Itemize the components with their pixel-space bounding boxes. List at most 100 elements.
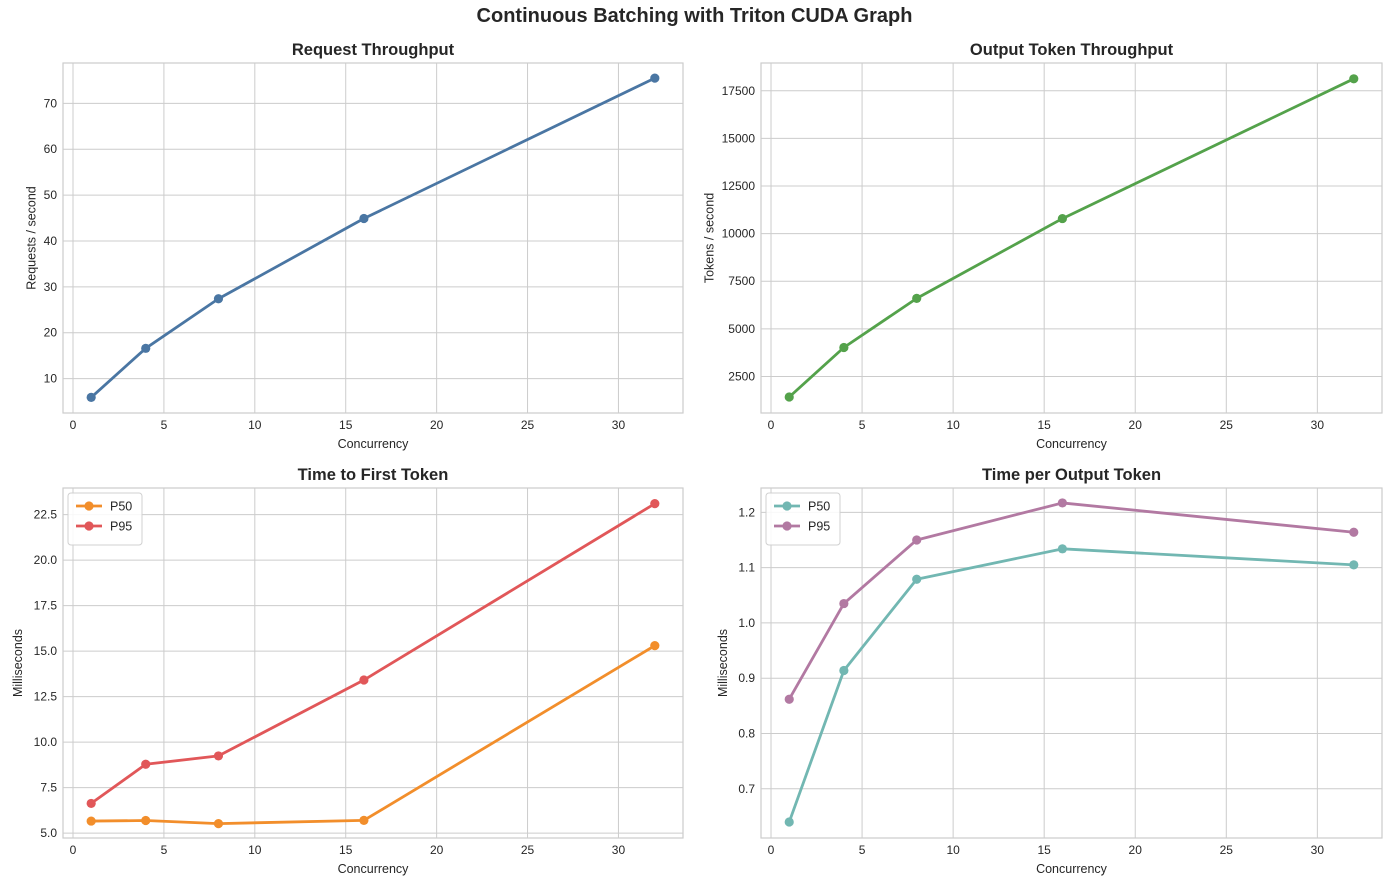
series-line-p50 bbox=[787, 547, 1356, 824]
plot-frame bbox=[760, 487, 1383, 839]
y-axis-label: Milliseconds bbox=[716, 629, 730, 697]
x-tick-label: 20 bbox=[1129, 843, 1143, 857]
y-tick-label: 17.5 bbox=[34, 599, 58, 613]
data-point bbox=[141, 343, 151, 353]
y-tick-label: 12500 bbox=[722, 179, 756, 193]
x-axis-label: Concurrency bbox=[338, 437, 410, 451]
y-tick-label: 20 bbox=[44, 326, 58, 340]
y-tick-label: 12.5 bbox=[34, 690, 58, 704]
x-axis-label: Concurrency bbox=[1036, 862, 1108, 876]
x-tick-label: 5 bbox=[859, 418, 866, 432]
y-tick-label: 17500 bbox=[722, 84, 756, 98]
data-point bbox=[650, 73, 660, 83]
y-tick-label: 20.0 bbox=[34, 553, 58, 567]
y-tick-label: 10000 bbox=[722, 227, 756, 241]
data-point-p50 bbox=[86, 816, 96, 826]
y-tick-label: 10 bbox=[44, 372, 58, 386]
data-point-p50 bbox=[650, 641, 660, 651]
data-point-p95 bbox=[213, 751, 224, 761]
data-point bbox=[359, 213, 369, 224]
data-point bbox=[1349, 74, 1359, 84]
y-tick-label: 0.9 bbox=[738, 671, 755, 685]
y-tick-label: 7500 bbox=[728, 274, 755, 288]
x-tick-label: 30 bbox=[612, 418, 626, 432]
data-point bbox=[213, 294, 224, 304]
y-tick-label: 50 bbox=[44, 188, 58, 202]
series-line bbox=[89, 76, 657, 399]
y-tick-label: 1.0 bbox=[738, 616, 755, 630]
y-tick-label: 40 bbox=[44, 234, 58, 248]
data-point-p95 bbox=[839, 598, 849, 609]
data-point-p50 bbox=[1057, 544, 1067, 554]
data-point-p50 bbox=[141, 815, 151, 826]
series-line bbox=[787, 77, 1356, 399]
y-tick-label: 30 bbox=[44, 280, 58, 294]
legend-marker bbox=[782, 521, 792, 531]
x-tick-label: 30 bbox=[612, 843, 626, 857]
x-tick-label: 15 bbox=[1038, 843, 1052, 857]
data-point-p95 bbox=[86, 798, 96, 809]
x-tick-label: 10 bbox=[946, 843, 960, 857]
data-point-p50 bbox=[359, 815, 369, 825]
legend-label: P95 bbox=[110, 520, 132, 534]
y-tick-label: 22.5 bbox=[34, 508, 58, 522]
data-point-p95 bbox=[1349, 527, 1359, 537]
data-point bbox=[86, 392, 96, 403]
plot-frame bbox=[760, 62, 1383, 414]
y-tick-label: 7.5 bbox=[40, 781, 57, 795]
legend-label: P95 bbox=[808, 520, 830, 534]
x-tick-label: 0 bbox=[70, 843, 77, 857]
data-point-p95 bbox=[912, 535, 922, 545]
series-line-p50 bbox=[89, 644, 657, 826]
panel-title: Time per Output Token bbox=[982, 466, 1161, 484]
y-tick-label: 5000 bbox=[728, 322, 755, 336]
data-point-p50 bbox=[213, 819, 224, 829]
x-tick-label: 5 bbox=[859, 843, 866, 857]
x-tick-label: 25 bbox=[521, 843, 535, 857]
x-axis-label: Concurrency bbox=[1036, 437, 1108, 451]
x-tick-label: 25 bbox=[521, 418, 535, 432]
y-tick-label: 0.7 bbox=[738, 782, 755, 796]
data-point-p95 bbox=[1057, 498, 1067, 508]
panel-title: Request Throughput bbox=[292, 41, 455, 59]
legend-marker bbox=[84, 521, 94, 531]
x-tick-label: 15 bbox=[1038, 418, 1052, 432]
data-point-p95 bbox=[650, 499, 660, 509]
x-tick-label: 15 bbox=[339, 418, 353, 432]
y-tick-label: 10.0 bbox=[34, 735, 58, 749]
panel-title: Time to First Token bbox=[298, 466, 449, 484]
x-tick-label: 20 bbox=[430, 843, 444, 857]
data-point-p95 bbox=[359, 675, 369, 685]
y-tick-label: 60 bbox=[44, 142, 58, 156]
x-tick-label: 25 bbox=[1220, 418, 1234, 432]
y-tick-label: 0.8 bbox=[738, 726, 755, 740]
legend-label: P50 bbox=[110, 500, 132, 514]
data-point-p50 bbox=[839, 665, 849, 676]
x-tick-label: 5 bbox=[161, 843, 168, 857]
y-axis-label: Requests / second bbox=[25, 186, 39, 290]
x-tick-label: 0 bbox=[768, 418, 775, 432]
x-tick-label: 15 bbox=[339, 843, 353, 857]
y-tick-label: 1.2 bbox=[738, 505, 755, 519]
data-point bbox=[1057, 213, 1067, 224]
x-tick-label: 30 bbox=[1311, 418, 1325, 432]
data-point-p50 bbox=[912, 574, 922, 584]
y-tick-label: 5.0 bbox=[40, 826, 57, 840]
plot-frame bbox=[62, 487, 684, 839]
y-tick-label: 2500 bbox=[728, 369, 755, 383]
legend-marker bbox=[782, 501, 792, 511]
panel-title: Output Token Throughput bbox=[970, 41, 1174, 59]
data-point-p95 bbox=[141, 759, 151, 769]
chart-panel-2: 0 5 10 15 20 25 30 2500 5000 7500 10000 12500 15000 1… bbox=[703, 41, 1383, 451]
x-tick-label: 25 bbox=[1220, 843, 1234, 857]
data-point-p50 bbox=[784, 817, 794, 827]
y-axis-label: Tokens / second bbox=[703, 193, 717, 283]
chart-panel-3: 0 5 10 15 20 25 30 5.0 7.5 10.0 12.5 15.0 17.5 20.0 22… bbox=[11, 466, 684, 876]
data-point bbox=[839, 342, 849, 353]
chart-panel-4: 0 5 10 15 20 25 30 0.7 0.8 0.9 1.0 1.1 1.2 Time per O… bbox=[716, 466, 1383, 876]
x-tick-label: 20 bbox=[1129, 418, 1143, 432]
data-point-p50 bbox=[1349, 560, 1359, 570]
plot-frame bbox=[62, 62, 684, 414]
y-tick-label: 15000 bbox=[722, 131, 756, 145]
y-tick-label: 70 bbox=[44, 96, 58, 110]
